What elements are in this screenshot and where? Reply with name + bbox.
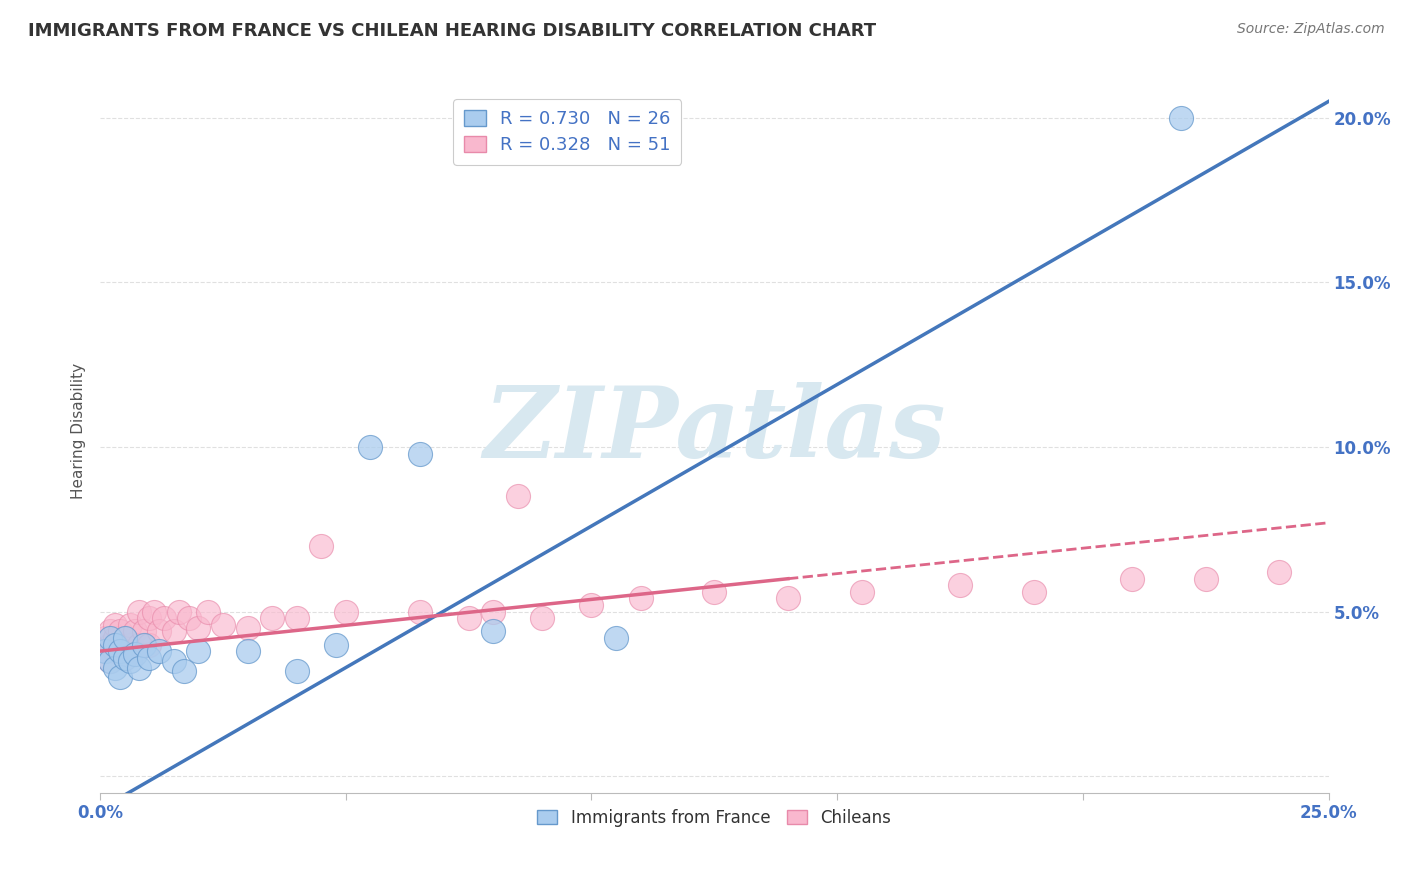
Point — [94, 644, 117, 658]
Y-axis label: Hearing Disability: Hearing Disability — [72, 362, 86, 499]
Point — [703, 585, 725, 599]
Text: IMMIGRANTS FROM FRANCE VS CHILEAN HEARING DISABILITY CORRELATION CHART: IMMIGRANTS FROM FRANCE VS CHILEAN HEARIN… — [28, 22, 876, 40]
Point — [108, 670, 131, 684]
Point — [104, 617, 127, 632]
Point — [134, 638, 156, 652]
Text: ZIPatlas: ZIPatlas — [484, 383, 945, 479]
Point — [124, 644, 146, 658]
Point — [1341, 558, 1364, 573]
Point — [177, 611, 200, 625]
Point — [285, 664, 308, 678]
Point — [94, 631, 117, 645]
Point — [108, 638, 131, 652]
Point — [212, 617, 235, 632]
Point — [153, 611, 176, 625]
Point — [408, 605, 430, 619]
Point — [236, 644, 259, 658]
Point — [94, 644, 117, 658]
Point — [949, 578, 972, 592]
Point — [138, 638, 160, 652]
Point — [581, 598, 603, 612]
Point — [114, 631, 136, 645]
Point — [605, 631, 627, 645]
Point — [148, 624, 170, 639]
Point — [104, 660, 127, 674]
Point — [1121, 572, 1143, 586]
Point — [325, 638, 347, 652]
Point — [776, 591, 799, 606]
Point — [118, 638, 141, 652]
Point — [163, 654, 186, 668]
Point — [506, 490, 529, 504]
Point — [482, 605, 505, 619]
Point — [128, 605, 150, 619]
Point — [457, 611, 479, 625]
Point — [630, 591, 652, 606]
Point — [262, 611, 284, 625]
Point — [851, 585, 873, 599]
Point — [98, 624, 121, 639]
Point — [163, 624, 186, 639]
Point — [482, 624, 505, 639]
Point — [98, 631, 121, 645]
Point — [98, 654, 121, 668]
Point — [114, 631, 136, 645]
Point — [1022, 585, 1045, 599]
Point — [408, 447, 430, 461]
Point — [128, 660, 150, 674]
Point — [148, 644, 170, 658]
Point — [285, 611, 308, 625]
Point — [1268, 565, 1291, 579]
Point — [114, 650, 136, 665]
Point — [108, 624, 131, 639]
Point — [335, 605, 357, 619]
Point — [1195, 572, 1218, 586]
Point — [173, 664, 195, 678]
Point — [309, 539, 332, 553]
Point — [359, 440, 381, 454]
Point — [104, 631, 127, 645]
Point — [104, 638, 127, 652]
Point — [104, 644, 127, 658]
Point — [124, 648, 146, 662]
Point — [236, 621, 259, 635]
Point — [187, 644, 209, 658]
Point — [197, 605, 219, 619]
Point — [98, 638, 121, 652]
Point — [187, 621, 209, 635]
Text: Source: ZipAtlas.com: Source: ZipAtlas.com — [1237, 22, 1385, 37]
Point — [128, 638, 150, 652]
Point — [134, 624, 156, 639]
Point — [138, 611, 160, 625]
Point — [98, 654, 121, 668]
Point — [118, 617, 141, 632]
Point — [124, 624, 146, 639]
Point — [167, 605, 190, 619]
Point — [138, 650, 160, 665]
Point — [1170, 111, 1192, 125]
Legend: Immigrants from France, Chileans: Immigrants from France, Chileans — [529, 800, 900, 835]
Point — [114, 650, 136, 665]
Point — [118, 654, 141, 668]
Point — [143, 605, 166, 619]
Point — [108, 644, 131, 658]
Point — [531, 611, 554, 625]
